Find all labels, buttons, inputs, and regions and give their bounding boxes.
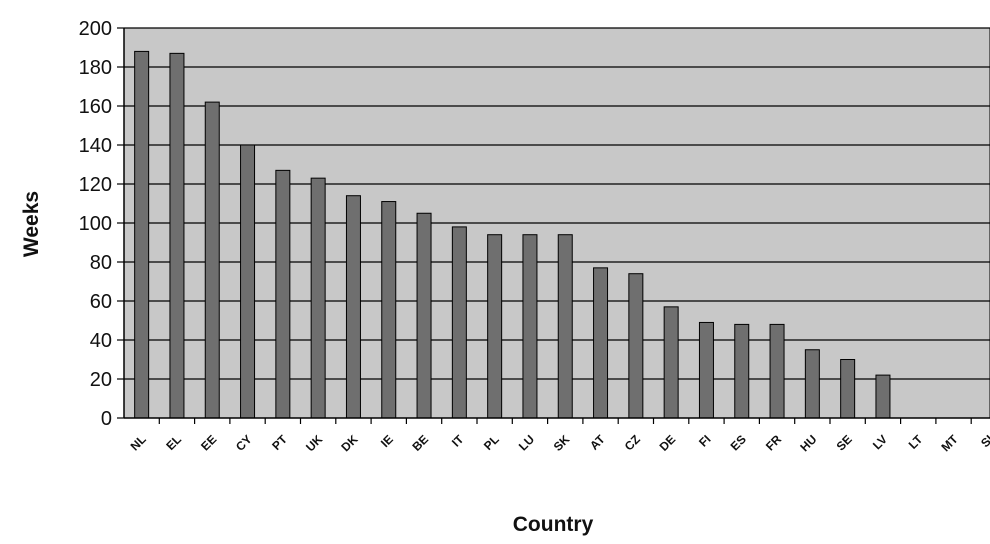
bar-hu bbox=[804, 349, 820, 419]
x-tick-label-uk: UK bbox=[303, 432, 325, 454]
x-tick-label-mt: MT bbox=[939, 432, 962, 455]
x-tick-label-de: DE bbox=[657, 432, 679, 454]
x-tick-label-at: AT bbox=[587, 432, 608, 453]
y-tick-label: 60 bbox=[90, 291, 112, 313]
x-tick-label-it: IT bbox=[449, 432, 467, 450]
y-tick-label: 140 bbox=[79, 135, 112, 157]
y-axis-title: Weeks bbox=[20, 191, 43, 257]
x-axis-title: Country bbox=[513, 513, 594, 536]
y-tick-label: 40 bbox=[90, 330, 112, 352]
x-tick-label-sk: SK bbox=[551, 432, 573, 454]
y-tick-label: 100 bbox=[79, 213, 112, 235]
bar-cy bbox=[240, 144, 256, 419]
bar-uk bbox=[310, 177, 326, 419]
x-tick-label-fi: FI bbox=[696, 432, 713, 449]
y-tick-label: 160 bbox=[79, 96, 112, 118]
x-tick-label-se: SE bbox=[834, 432, 855, 453]
bar-dk bbox=[345, 195, 361, 419]
bar-it bbox=[451, 226, 467, 419]
x-tick-label-nl: NL bbox=[128, 432, 149, 453]
bar-nl bbox=[134, 50, 150, 419]
y-tick-label: 0 bbox=[101, 408, 112, 430]
gridlines bbox=[124, 27, 990, 380]
y-tick-label: 200 bbox=[79, 18, 112, 40]
x-tick-label-lu: LU bbox=[516, 432, 537, 453]
bar-fi bbox=[698, 321, 714, 419]
bar-se bbox=[840, 359, 856, 419]
x-tick-label-hu: HU bbox=[797, 432, 819, 454]
x-tick-label-dk: DK bbox=[338, 432, 360, 454]
bar-ie bbox=[381, 201, 397, 419]
x-tick-label-lv: LV bbox=[870, 432, 890, 452]
x-tick-label-cy: CY bbox=[233, 432, 255, 454]
bar-at bbox=[593, 267, 609, 419]
y-tick-label: 180 bbox=[79, 57, 112, 79]
y-tick-label: 120 bbox=[79, 174, 112, 196]
x-tick-label-pl: PL bbox=[481, 432, 502, 453]
y-axis-ticks: 0 20 40 60 80 100 120 140 160 180 200 bbox=[79, 18, 124, 430]
bar-be bbox=[416, 212, 432, 419]
bar-lu bbox=[522, 234, 538, 419]
x-tick-label-el: EL bbox=[163, 432, 184, 453]
bar-lv bbox=[875, 374, 891, 419]
x-tick-label-fr: FR bbox=[763, 432, 784, 453]
x-tick-label-lt: LT bbox=[906, 432, 926, 452]
x-tick-label-pt: PT bbox=[269, 432, 290, 453]
bar-pt bbox=[275, 169, 291, 419]
bar-sk bbox=[557, 234, 573, 419]
x-tick-label-cz: CZ bbox=[622, 432, 643, 453]
bar-es bbox=[734, 323, 750, 419]
bar-de bbox=[663, 306, 679, 419]
x-tick-label-be: BE bbox=[409, 432, 431, 454]
bar-fr bbox=[769, 323, 785, 419]
y-tick-label: 80 bbox=[90, 252, 112, 274]
bar-ee bbox=[204, 101, 220, 419]
x-tick-label-ie: IE bbox=[378, 432, 396, 450]
x-tick-label-ee: EE bbox=[198, 432, 219, 453]
bar-el bbox=[169, 52, 185, 419]
x-axis-ticks: NL EL EE CY PT UK DK IE BE IT PL LU SK AT CZ DE FI ES FR HU… bbox=[128, 418, 990, 454]
x-tick-label-si: SI bbox=[978, 432, 990, 450]
bar-pl bbox=[487, 234, 503, 419]
bar-cz bbox=[628, 273, 644, 419]
x-tick-label-es: ES bbox=[728, 432, 749, 453]
y-tick-label: 20 bbox=[90, 369, 112, 391]
